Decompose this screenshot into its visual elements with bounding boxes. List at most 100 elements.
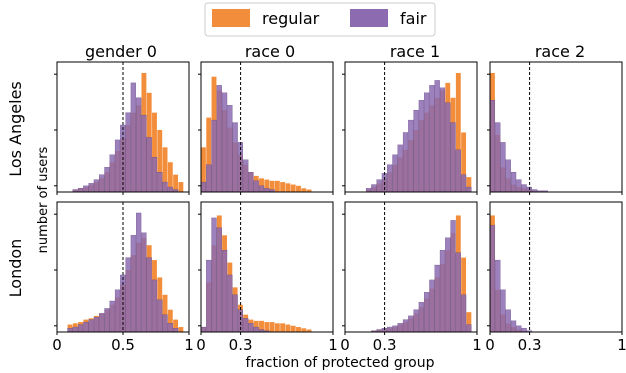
x-tick-label: 1 — [617, 336, 626, 354]
bar-fair — [516, 179, 522, 193]
bar-fair — [264, 188, 270, 193]
bar-fair — [221, 92, 228, 193]
bar-regular — [162, 147, 168, 192]
bar-regular — [259, 178, 264, 192]
x-tick-label: 0.3 — [518, 336, 542, 354]
bar-fair — [424, 292, 430, 333]
bar-fair — [500, 289, 506, 333]
bar-fair — [429, 279, 435, 333]
column-title-race-2: race 2 — [535, 42, 585, 61]
bar-fair — [248, 172, 254, 193]
bar-regular — [306, 189, 312, 192]
column-title-race-1: race 1 — [390, 42, 440, 61]
bar-fair — [424, 92, 430, 193]
x-tick-label: 0 — [52, 336, 62, 354]
bar-fair — [136, 212, 142, 333]
bar-fair — [130, 235, 136, 333]
bar-fair — [418, 302, 424, 333]
bar-regular — [162, 294, 168, 332]
legend-swatch-regular — [212, 9, 250, 27]
x-tick-label: 0.3 — [229, 336, 253, 354]
bar-regular — [274, 180, 280, 192]
bar-fair — [489, 100, 496, 193]
x-tick-label: 1 — [328, 336, 338, 354]
histogram-panels — [54, 61, 623, 335]
bar-regular — [253, 320, 259, 332]
bar-fair — [130, 82, 136, 193]
bar-fair — [88, 319, 94, 333]
bar-fair — [371, 184, 377, 193]
bar-fair — [157, 299, 163, 333]
bar-fair — [136, 97, 142, 193]
bar-fair — [461, 174, 467, 193]
panel — [342, 201, 478, 335]
bar-regular — [259, 320, 264, 332]
bar-regular — [157, 130, 163, 192]
bar-fair — [495, 122, 501, 193]
bar-fair — [445, 102, 451, 193]
x-tick-label: 1 — [184, 336, 194, 354]
bar-fair — [521, 328, 527, 333]
legend-swatch-fair — [350, 9, 388, 27]
bar-fair — [418, 100, 424, 193]
bar-fair — [243, 159, 249, 193]
bar-fair — [505, 159, 511, 193]
bar-fair — [450, 220, 456, 333]
bar-fair — [157, 172, 163, 193]
bar-regular — [285, 183, 291, 192]
bar-fair — [167, 186, 173, 193]
bar-fair — [510, 172, 517, 193]
bar-regular — [201, 147, 206, 192]
legend-label-fair: fair — [400, 9, 427, 28]
bar-fair — [450, 122, 456, 193]
bar-fair — [114, 139, 121, 193]
bar-regular — [167, 309, 173, 332]
bar-fair — [146, 137, 152, 193]
bar-regular — [285, 324, 291, 332]
bar-fair — [109, 154, 115, 193]
legend: regular fair — [204, 2, 436, 37]
panel — [342, 61, 478, 195]
bar-regular — [206, 117, 212, 192]
bar-fair — [141, 232, 147, 333]
bar-regular — [178, 182, 184, 192]
bar-regular — [173, 319, 179, 332]
bar-fair — [392, 154, 398, 193]
bar-fair — [114, 289, 121, 333]
bar-fair — [232, 294, 238, 333]
bar-regular — [264, 179, 270, 192]
bar-fair — [461, 294, 467, 333]
bar-fair — [439, 87, 446, 193]
bar-fair — [413, 309, 419, 333]
bar-regular — [264, 322, 270, 332]
bar-regular — [280, 323, 286, 332]
bar-fair — [216, 85, 222, 193]
bar-fair — [83, 185, 89, 193]
panel — [198, 201, 334, 335]
bar-fair — [466, 186, 472, 193]
column-title-gender-0: gender 0 — [85, 42, 157, 61]
bar-fair — [211, 119, 217, 193]
bar-regular — [301, 328, 307, 332]
bar-regular — [466, 177, 472, 192]
bar-regular — [455, 72, 461, 192]
bar-fair — [67, 328, 73, 333]
bar-fair — [227, 274, 233, 333]
x-tick-label: 0.3 — [373, 336, 397, 354]
bar-fair — [387, 164, 393, 193]
bar-fair — [216, 227, 222, 333]
bar-fair — [243, 318, 249, 333]
bar-fair — [221, 250, 228, 333]
bar-fair — [162, 181, 168, 193]
x-tick-label: 1 — [472, 336, 482, 354]
bar-fair — [521, 184, 527, 193]
row-title-los-angeles: Los Angeles — [6, 81, 25, 177]
bar-regular — [290, 184, 296, 192]
bar-fair — [434, 80, 440, 193]
bar-fair — [77, 324, 84, 333]
bar-regular — [296, 185, 301, 192]
bar-regular — [269, 180, 275, 192]
panel-frame — [200, 201, 334, 333]
bar-fair — [413, 110, 419, 193]
